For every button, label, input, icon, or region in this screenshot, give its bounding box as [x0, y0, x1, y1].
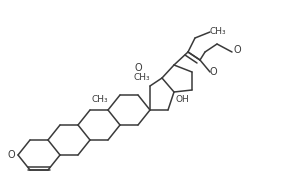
- Text: CH₃: CH₃: [133, 74, 150, 83]
- Text: O: O: [134, 63, 142, 73]
- Text: CH₃: CH₃: [91, 95, 108, 104]
- Text: OH: OH: [176, 95, 190, 104]
- Text: O: O: [234, 45, 242, 55]
- Text: O: O: [7, 150, 15, 160]
- Text: CH₃: CH₃: [210, 27, 227, 36]
- Text: O: O: [210, 67, 218, 77]
